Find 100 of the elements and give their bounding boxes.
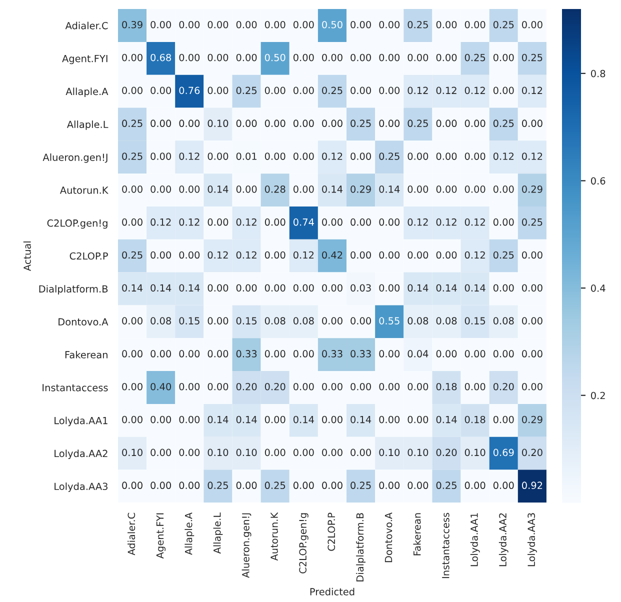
data-label: 0.12 [208,251,228,259]
x-tick-label: Agent.FYI [156,513,166,559]
data-label: 0.12 [150,218,171,226]
data-label: 0.25 [322,86,342,94]
data-label: 0.08 [436,317,457,324]
x-tick-label: Allaple.A [184,512,194,555]
data-label: 0.15 [464,317,486,324]
data-label: 0.00 [464,382,486,390]
data-label: 0.08 [408,317,428,324]
data-label: 0.00 [322,482,342,490]
data-label: 0.00 [350,251,371,259]
data-label: 0.00 [150,482,172,490]
data-label: 0.33 [236,350,257,358]
data-label: 0.00 [293,482,314,490]
data-label: 0.00 [179,251,200,259]
data-label: 0.10 [379,448,400,456]
data-label: 0.29 [522,186,542,193]
data-label: 0.00 [350,448,371,456]
data-label: 0.10 [408,448,428,456]
data-label: 0.00 [350,152,371,160]
data-label: 0.00 [436,152,457,160]
x-tick-label: Instantaccess [442,512,450,578]
data-label: 0.00 [236,482,257,490]
color-bar-label: 0.4 [591,284,606,292]
data-label: 0.00 [379,120,400,128]
data-label: 0.14 [236,416,257,424]
data-label: 0.00 [522,251,542,259]
y-tick-label: Dontovo.A [58,318,108,326]
y-tick-label: Alueron.gen!J [42,153,108,163]
data-label: 0.20 [522,448,542,456]
data-label: 0.12 [322,152,342,160]
data-label: 0.15 [179,317,200,324]
data-label: 0.20 [264,382,286,390]
y-tick-label: Lolyda.AA3 [54,482,108,492]
data-label: 0.10 [122,448,142,456]
data-label: 0.25 [493,251,514,259]
data-label: 0.00 [122,86,142,94]
data-label: 0.00 [379,382,400,390]
data-label: 0.00 [436,350,457,358]
data-label: 0.00 [122,482,142,490]
data-label: 0.00 [522,350,542,358]
x-axis-title: Predicted [310,588,354,596]
data-label: 0.00 [293,54,314,62]
data-label: 0.00 [322,382,342,390]
data-label: 0.00 [379,482,400,490]
data-label: 0.00 [179,120,200,128]
data-label: 0.00 [322,54,342,62]
data-label: 0.00 [208,54,228,62]
x-tick-label: C2LOP.P [328,512,336,551]
data-label: 0.00 [208,350,228,358]
data-label: 0.00 [322,284,342,292]
data-label: 0.14 [350,416,372,424]
y-tick-label: Adialer.C [65,22,108,30]
data-label: 0.00 [436,20,457,28]
data-label: 0.50 [322,20,342,28]
data-label: 0.00 [150,120,172,128]
data-label: 0.00 [293,86,314,94]
data-label: 0.00 [208,284,228,292]
data-label: 0.20 [436,448,457,456]
data-label: 0.25 [464,54,486,62]
data-label: 0.00 [236,120,257,128]
data-label: 0.00 [293,448,314,456]
color-bar-label: 0.2 [591,392,605,400]
data-label: 0.00 [464,20,486,28]
data-label: 0.00 [293,350,314,358]
data-label: 0.14 [408,284,428,292]
data-label: 0.14 [436,416,457,424]
data-label: 0.00 [208,218,228,226]
data-label: 0.00 [322,416,342,424]
data-label: 0.00 [408,152,428,160]
data-label: 0.00 [208,152,228,160]
data-label: 0.00 [522,20,542,28]
data-label: 0.08 [150,317,171,324]
x-tick-label: Lolyda.AA2 [498,513,508,566]
data-label: 0.12 [464,251,485,259]
data-label: 0.14 [379,186,400,193]
data-label: 0.25 [522,54,542,62]
data-label: 0.00 [493,284,514,292]
data-label: 0.00 [208,382,228,390]
data-label: 0.25 [350,482,371,490]
data-label: 0.14 [322,186,343,193]
data-label: 0.00 [322,448,342,456]
data-label: 0.00 [264,284,286,292]
data-label: 0.00 [322,317,342,324]
data-label: 0.08 [264,317,286,324]
data-label: 0.14 [150,284,172,292]
data-label: 0.00 [408,382,428,390]
data-label: 0.12 [464,218,485,226]
y-tick-label: Dialplatform.B [39,285,108,294]
data-label: 0.00 [150,416,172,424]
y-tick-label: C2LOP.P [70,252,108,260]
data-label: 0.00 [436,54,457,62]
data-label: 0.00 [179,416,200,424]
data-label: 0.12 [464,86,485,94]
x-tick-label: Dialplatform.B [356,513,366,582]
data-label: 0.55 [379,317,400,324]
data-label: 0.00 [493,54,514,62]
data-label: 0.00 [150,20,172,28]
data-label: 0.12 [236,251,256,259]
data-label: 0.00 [122,317,142,324]
